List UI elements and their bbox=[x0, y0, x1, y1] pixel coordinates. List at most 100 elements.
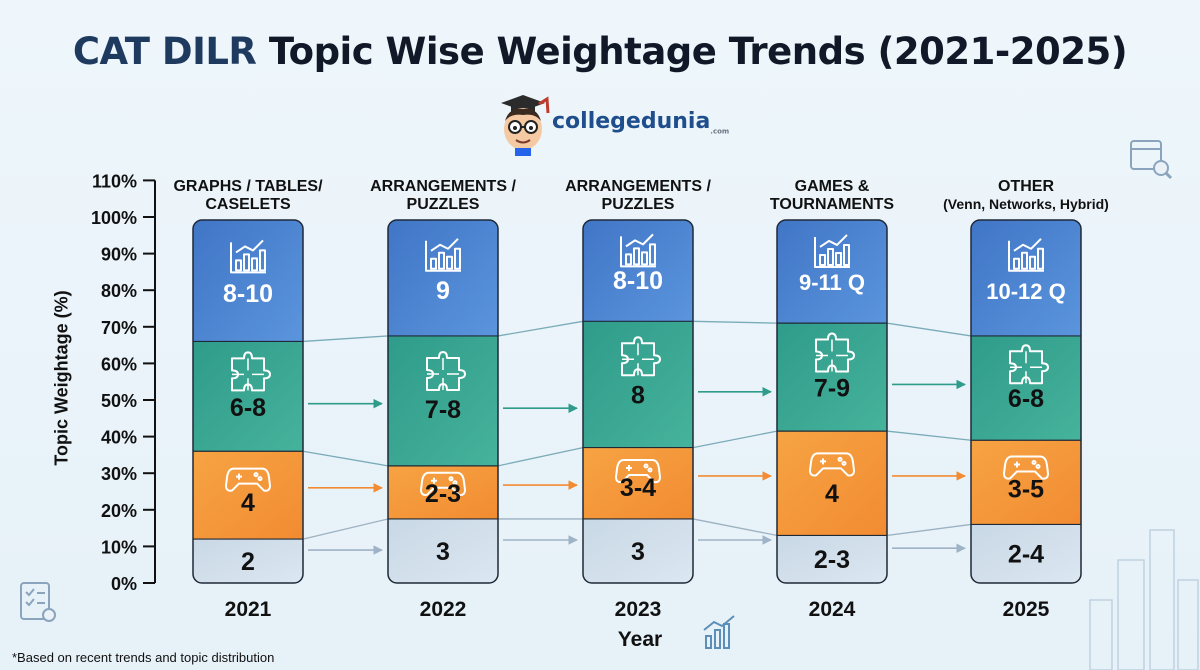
segment-value-label: 3 bbox=[631, 538, 645, 566]
x-axis-label: Year bbox=[617, 628, 663, 651]
gamepad-icon bbox=[420, 471, 466, 496]
segment-value-label: 4 bbox=[241, 489, 255, 517]
bar-2024: 2-3 4 7-9 9-11 Q GAMES &TOURNAMENTS 2024 bbox=[770, 178, 894, 621]
segment-value-label: 9-11 Q bbox=[799, 270, 865, 295]
boundary-connector bbox=[692, 320, 778, 324]
gamepad-icon bbox=[809, 452, 855, 477]
segment-value-label: 3-4 bbox=[620, 474, 656, 502]
y-tick-label: 50% bbox=[101, 391, 137, 411]
bar-segment-blue bbox=[193, 220, 303, 342]
bar-segment-light bbox=[777, 535, 887, 583]
bar-segment-orange bbox=[777, 431, 887, 536]
segment-value-label: 7-8 bbox=[425, 396, 461, 424]
segment-value-label: 7-9 bbox=[814, 375, 850, 403]
y-tick-label: 40% bbox=[101, 428, 137, 448]
segment-value-label: 4 bbox=[825, 480, 839, 508]
checklist-icon bbox=[20, 582, 56, 622]
segment-value-label: 6-8 bbox=[230, 394, 266, 422]
bar-chart-icon bbox=[425, 238, 461, 272]
y-tick-label: 10% bbox=[101, 537, 137, 557]
boundary-connector bbox=[886, 430, 972, 441]
x-tick-label: 2024 bbox=[809, 598, 856, 621]
boundary-connector bbox=[692, 430, 778, 449]
segment-value-label: 2-3 bbox=[814, 546, 850, 574]
boundary-connector bbox=[302, 450, 389, 467]
trend-connectors bbox=[302, 320, 972, 555]
puzzle-icon bbox=[815, 332, 855, 373]
city-skyline-icon bbox=[1089, 529, 1199, 670]
y-tick-label: 90% bbox=[101, 245, 137, 265]
brand-logo: collegedunia.com bbox=[495, 95, 729, 157]
column-heading: PUZZLES bbox=[407, 196, 480, 213]
segment-value-label: 9 bbox=[436, 277, 450, 305]
y-axis: 0% 10% 20% 30% 40% 50% 60% 70% 80% 90% 100% 110% bbox=[91, 171, 156, 594]
y-tick-label: 0% bbox=[111, 574, 137, 594]
growth-chart-icon bbox=[703, 615, 735, 649]
puzzle-icon bbox=[231, 351, 271, 392]
x-tick-label: 2023 bbox=[615, 598, 662, 621]
bar-chart-icon bbox=[814, 234, 850, 268]
boundary-connector bbox=[497, 320, 584, 337]
bar-segment-blue bbox=[583, 220, 693, 322]
segment-value-label: 8-10 bbox=[613, 267, 663, 295]
y-tick-label: 80% bbox=[101, 281, 137, 301]
boundary-connector bbox=[497, 446, 584, 467]
puzzle-icon bbox=[621, 336, 661, 377]
bar-segment-light bbox=[971, 524, 1081, 583]
bar-2021: 2 4 6-8 8-10 GRAPHS / TABLES/CASELETS 2021 bbox=[173, 178, 323, 621]
bar-segment-blue bbox=[388, 220, 498, 336]
mascot-icon bbox=[501, 95, 550, 156]
bar-segment-green bbox=[583, 321, 693, 448]
chart-title-rest: Topic Wise Weightage Trends (2021-2025) bbox=[256, 30, 1128, 73]
boundary-connector bbox=[692, 518, 778, 537]
segment-value-label: 2-4 bbox=[1008, 541, 1044, 569]
calendar-search-icon bbox=[1130, 140, 1173, 180]
x-tick-label: 2021 bbox=[225, 598, 272, 621]
gamepad-icon bbox=[225, 467, 271, 492]
segment-value-label: 10-12 Q bbox=[986, 279, 1066, 304]
column-heading: CASELETS bbox=[205, 196, 291, 213]
bar-segment-orange bbox=[971, 440, 1081, 525]
column-heading: ARRANGEMENTS / bbox=[370, 178, 516, 195]
bar-segment-orange bbox=[193, 451, 303, 540]
bar-2022: 3 2-3 7-8 9 ARRANGEMENTS /PUZZLES 2022 bbox=[370, 178, 516, 621]
y-tick-label: 30% bbox=[101, 464, 137, 484]
y-axis-label: Topic Weightage (%) bbox=[51, 290, 72, 466]
bar-chart-icon bbox=[620, 233, 656, 268]
bar-chart-icon bbox=[1008, 238, 1044, 272]
segment-value-label: 3 bbox=[436, 538, 450, 566]
column-heading: (Venn, Networks, Hybrid) bbox=[943, 196, 1109, 212]
column-heading: GRAPHS / TABLES/ bbox=[173, 178, 323, 195]
boundary-connector bbox=[302, 335, 389, 343]
bar-segment-blue bbox=[777, 220, 887, 324]
column-heading: OTHER bbox=[998, 178, 1054, 195]
boundary-connector bbox=[886, 322, 972, 337]
bar-segment-light bbox=[583, 518, 693, 583]
segment-value-label: 8-10 bbox=[223, 280, 273, 308]
y-tick-label: 100% bbox=[91, 208, 137, 228]
y-tick-label: 20% bbox=[101, 501, 137, 521]
chart-title-highlight: CAT DILR bbox=[72, 30, 257, 73]
boundary-connector bbox=[302, 518, 389, 540]
bar-segment-light bbox=[388, 518, 498, 583]
y-tick-label: 60% bbox=[101, 354, 137, 374]
boundary-connector bbox=[886, 523, 972, 537]
segment-value-label: 6-8 bbox=[1008, 385, 1044, 413]
bar-chart-icon bbox=[230, 239, 266, 274]
chart-title: CAT DILR Topic Wise Weightage Trends (20… bbox=[0, 30, 1200, 73]
footnote: *Based on recent trends and topic distri… bbox=[12, 650, 275, 665]
column-heading: TOURNAMENTS bbox=[770, 196, 894, 213]
y-tick-label: 110% bbox=[92, 171, 137, 191]
brand-name: collegedunia.com bbox=[552, 109, 730, 136]
column-heading: GAMES & bbox=[795, 178, 870, 195]
bar-2023: 3 3-4 8 8-10 ARRANGEMENTS /PUZZLES 2023 bbox=[565, 178, 711, 621]
puzzle-icon bbox=[426, 350, 466, 391]
segment-value-label: 2-3 bbox=[425, 480, 461, 508]
bar-segment-green bbox=[388, 335, 498, 466]
segment-value-label: 3-5 bbox=[1008, 476, 1044, 504]
x-tick-label: 2025 bbox=[1003, 598, 1050, 621]
x-tick-label: 2022 bbox=[420, 598, 467, 621]
y-tick-label: 70% bbox=[101, 318, 137, 338]
column-heading: ARRANGEMENTS / bbox=[565, 178, 711, 195]
